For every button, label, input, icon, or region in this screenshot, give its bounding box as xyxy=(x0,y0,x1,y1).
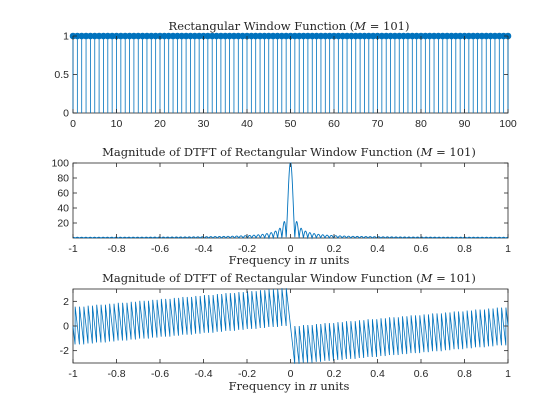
angle-xtick-label: -0.2 xyxy=(238,368,256,380)
magnitude-xtick-label: -0.6 xyxy=(151,243,169,255)
magnitude-xtick-label: -0.8 xyxy=(107,243,125,255)
window-xtick-label: 30 xyxy=(198,118,210,130)
angle-ytick-label: -2 xyxy=(60,345,69,357)
magnitude-xtick-label: -1 xyxy=(68,243,77,255)
magnitude-xtick-label: 0.2 xyxy=(327,243,342,255)
subplot-angle: Magnitude of DTFT of Rectangular Window … xyxy=(60,271,511,393)
subplot-magnitude: Magnitude of DTFT of Rectangular Window … xyxy=(51,145,511,267)
subplot-magnitude-y-axis: 20 40 60 80 100 xyxy=(51,158,508,230)
window-xtick-label: 60 xyxy=(328,118,340,130)
angle-xtick-label: 0.6 xyxy=(414,368,429,380)
subplot-magnitude-title: Magnitude of DTFT of Rectangular Window … xyxy=(102,145,476,159)
subplot-angle-title: Magnitude of DTFT of Rectangular Window … xyxy=(102,271,476,285)
subplot-window-stems xyxy=(69,32,512,113)
magnitude-ytick-label: 100 xyxy=(51,158,69,170)
angle-xtick-label: -0.4 xyxy=(194,368,212,380)
subplot-window-x-axis: 0 10 20 30 40 50 60 70 80 90 100 xyxy=(70,36,517,130)
angle-ytick-label: 2 xyxy=(63,296,69,308)
window-xtick-label: 50 xyxy=(285,118,297,130)
magnitude-xtick-label: -0.2 xyxy=(238,243,256,255)
subplot-angle-xlabel: Frequency in π units xyxy=(229,379,350,393)
magnitude-xtick-label: 0.6 xyxy=(414,243,429,255)
angle-ytick-label: 0 xyxy=(63,321,69,333)
window-xtick-label: 10 xyxy=(111,118,123,130)
subplot-window-title: Rectangular Window Function (M = 101) xyxy=(169,19,410,33)
angle-xtick-label: 1 xyxy=(505,368,511,380)
window-xtick-label: 100 xyxy=(499,118,517,130)
angle-xtick-label: -1 xyxy=(68,368,77,380)
subplot-angle-y-axis: -2 0 2 xyxy=(60,296,508,357)
magnitude-ytick-label: 40 xyxy=(57,203,69,215)
window-xtick-label: 40 xyxy=(241,118,253,130)
angle-xtick-label: -0.8 xyxy=(107,368,125,380)
angle-xtick-label: 0.8 xyxy=(457,368,472,380)
window-xtick-label: 80 xyxy=(415,118,427,130)
subplot-window-y-axis: 00.51 xyxy=(54,31,508,120)
subplot-magnitude-x-axis: -1 -0.8 -0.6 -0.4 -0.2 0 0.2 0.4 0.6 0.8 1 xyxy=(68,163,511,255)
subplot-angle-x-axis: -1 -0.8 -0.6 -0.4 -0.2 0 0.2 0.4 0.6 0.8 1 xyxy=(68,289,511,380)
magnitude-xtick-label: 0.4 xyxy=(370,243,385,255)
window-ytick-label: 0.5 xyxy=(54,69,69,81)
angle-xtick-label: 0 xyxy=(288,368,294,380)
angle-xtick-label: 0.2 xyxy=(327,368,342,380)
window-ytick-label: 0 xyxy=(63,108,69,120)
magnitude-xtick-label: 1 xyxy=(505,243,511,255)
magnitude-ytick-label: 80 xyxy=(57,173,69,185)
angle-line xyxy=(72,288,509,364)
window-xtick-label: 20 xyxy=(154,118,166,130)
magnitude-xtick-label: 0.8 xyxy=(457,243,472,255)
window-xtick-label: 70 xyxy=(372,118,384,130)
window-xtick-label: 90 xyxy=(459,118,471,130)
angle-xtick-label: 0.4 xyxy=(370,368,385,380)
subplot-magnitude-plot-area xyxy=(72,162,509,239)
subplot-angle-series xyxy=(72,288,509,364)
subplot-window: Rectangular Window Function (M = 101) 0 1… xyxy=(54,19,517,130)
magnitude-ytick-label: 20 xyxy=(57,218,69,230)
magnitude-ytick-label: 60 xyxy=(57,188,69,200)
magnitude-xtick-label: -0.4 xyxy=(194,243,212,255)
window-ytick-label: 1 xyxy=(63,31,69,43)
subplot-magnitude-xlabel: Frequency in π units xyxy=(229,253,350,267)
angle-xtick-label: -0.6 xyxy=(151,368,169,380)
magnitude-xtick-label: 0 xyxy=(288,243,294,255)
window-xtick-label: 0 xyxy=(70,118,76,130)
